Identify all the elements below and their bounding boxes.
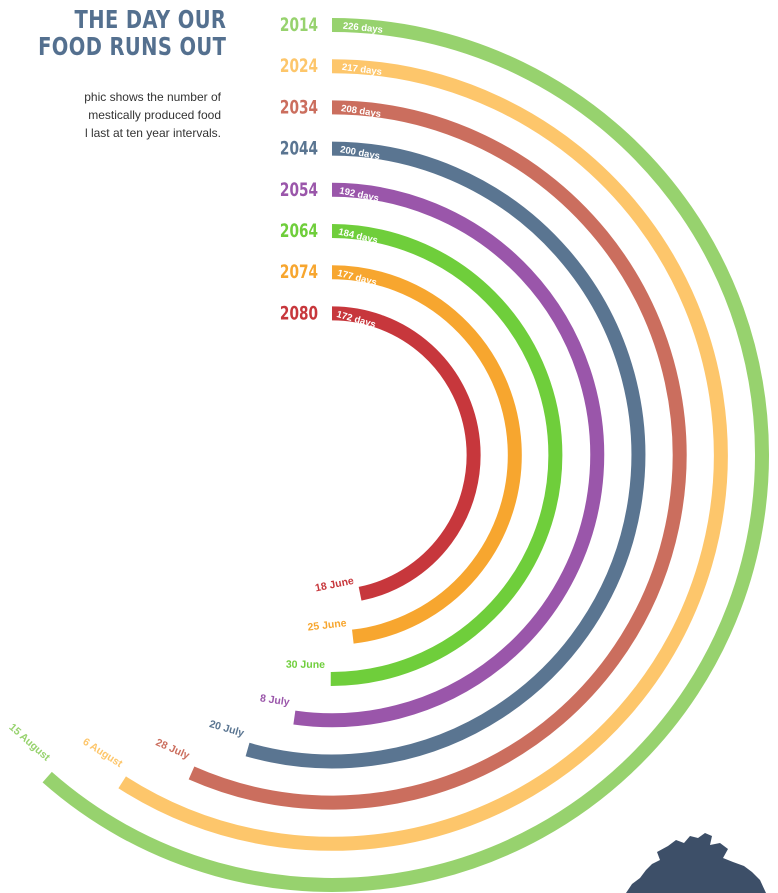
end-date-label: 25 June — [307, 617, 347, 633]
end-date-label: 8 July — [259, 692, 290, 708]
chart-title-line: THE DAY OUR — [74, 5, 226, 34]
chart-title: THE DAY OUR FOOD RUNS OUT — [38, 6, 226, 60]
year-label: 2080 — [280, 302, 318, 324]
chart-subtitle: phic shows the number of mestically prod… — [84, 88, 221, 142]
chart-title-line: FOOD RUNS OUT — [37, 32, 226, 61]
ring-2024 — [118, 59, 728, 851]
map-shape — [626, 833, 766, 893]
ring-2064 — [330, 224, 563, 687]
ring-2074 — [331, 265, 522, 644]
ring-2034 — [188, 100, 687, 810]
days-label: 226 days — [342, 21, 383, 36]
ring-2054 — [293, 182, 605, 728]
ring-2044 — [245, 141, 646, 769]
end-date-label: 6 August — [81, 736, 125, 770]
scotland-map-icon — [626, 833, 766, 893]
ring-2014 — [42, 18, 769, 892]
days-label: 217 days — [341, 62, 382, 78]
end-date-label: 20 July — [208, 718, 246, 739]
chart-subtitle-line: phic shows the number of — [84, 90, 221, 104]
year-label: 2064 — [280, 220, 318, 242]
chart-rings — [42, 18, 769, 892]
end-date-label: 30 June — [286, 659, 325, 671]
year-label: 2044 — [280, 137, 318, 159]
chart-subtitle-line: l last at ten year intervals. — [84, 126, 221, 140]
ring-2080 — [331, 306, 481, 601]
chart-subtitle-line: mestically produced food — [88, 108, 221, 122]
year-label: 2024 — [280, 55, 318, 77]
year-label: 2074 — [280, 261, 318, 283]
end-date-label: 15 August — [6, 721, 52, 764]
chart-labels: 2014 226 days 15 August 2024 217 days 6 Augus… — [6, 14, 383, 770]
year-label: 2014 — [280, 14, 318, 36]
year-label: 2034 — [280, 96, 318, 118]
end-date-label: 28 July — [154, 737, 192, 762]
end-date-label: 18 June — [314, 575, 355, 595]
year-label: 2054 — [280, 179, 318, 201]
